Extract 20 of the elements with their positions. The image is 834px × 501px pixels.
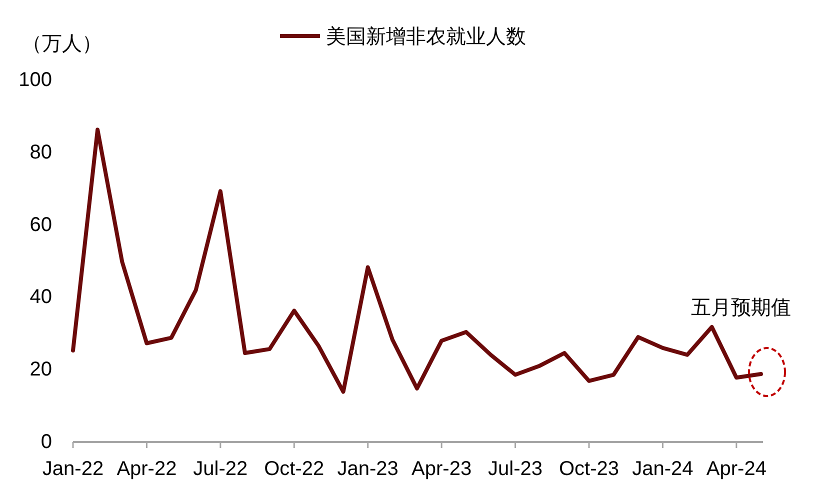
x-tick-label: Apr-22 [116,458,177,480]
x-tick-label: Jan-22 [42,458,104,480]
y-axis-title: （万人） [22,33,102,55]
x-tick-label: Apr-23 [412,458,472,480]
x-tick-label: Oct-23 [558,458,620,480]
y-tick-label: 100 [18,69,52,91]
y-tick-label: 40 [30,286,52,308]
x-tick-label: Jul-22 [193,458,248,480]
x-tick-label: Oct-22 [264,458,324,480]
legend-label: 美国新增非农就业人数 [326,25,526,48]
y-tick-label: 80 [30,141,52,164]
annotation: 五月预期值 [691,297,791,320]
y-tick-label: 0 [40,431,52,453]
legend: 美国新增非农就业人数 [280,26,526,48]
x-tick-label: Jan-24 [632,458,694,480]
y-tick-label: 20 [30,358,52,381]
x-tick-label: Jul-23 [488,458,543,480]
x-tick-label: Jan-23 [337,458,398,480]
x-tick-label: Apr-24 [706,458,766,480]
y-tick-label: 60 [30,214,52,236]
